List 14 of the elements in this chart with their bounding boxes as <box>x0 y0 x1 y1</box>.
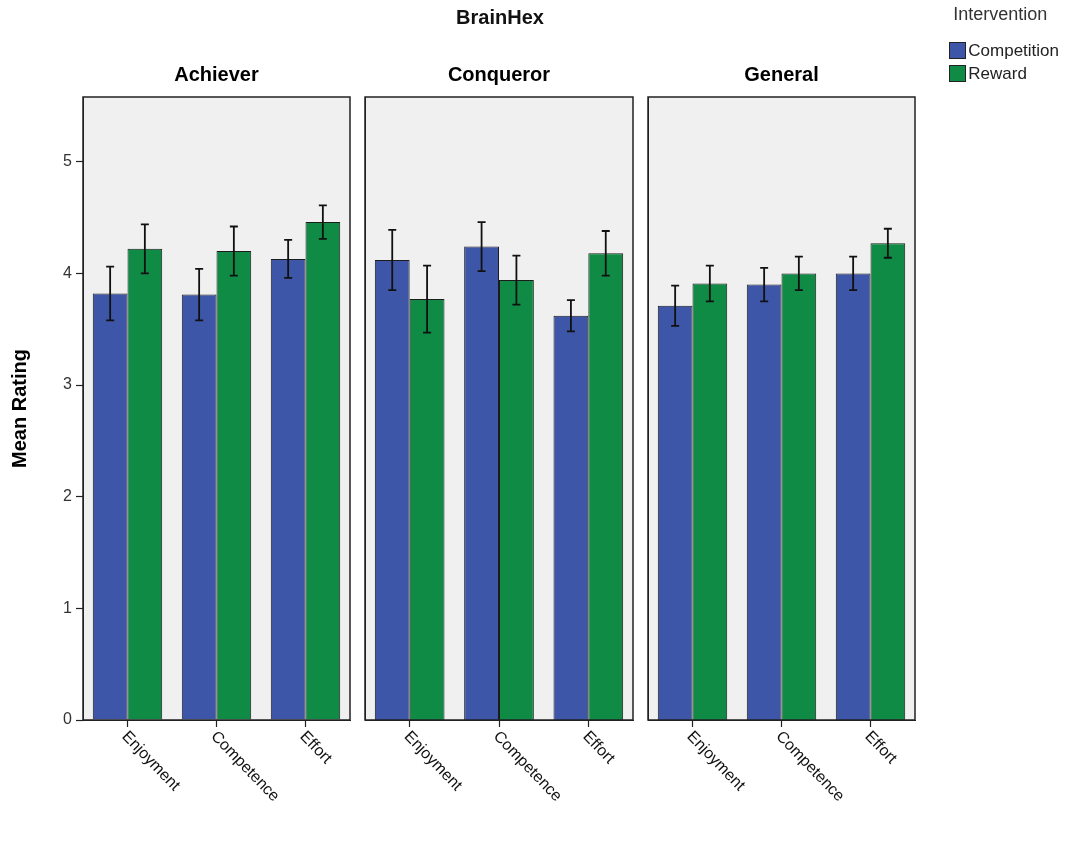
legend-label: Reward <box>968 63 1027 84</box>
text: BrainHex <box>455 6 545 29</box>
y-tick-label: 3 <box>63 375 73 393</box>
y-tick-label: 5 <box>63 152 73 170</box>
y-tick-label: 4 <box>63 263 73 281</box>
y-tick-label: 0 <box>63 710 73 728</box>
y-tick-label: 1 <box>63 598 73 616</box>
legend-label: Competition <box>968 40 1059 61</box>
y-tick-label: 2 <box>63 487 73 505</box>
legend-title: Intervention <box>953 4 1049 25</box>
chart-title: Conqueror <box>447 62 551 85</box>
chart-title: Achiever <box>174 62 259 85</box>
y-axis-title: Mean Rating <box>7 349 30 468</box>
chart-title: General <box>744 62 819 85</box>
